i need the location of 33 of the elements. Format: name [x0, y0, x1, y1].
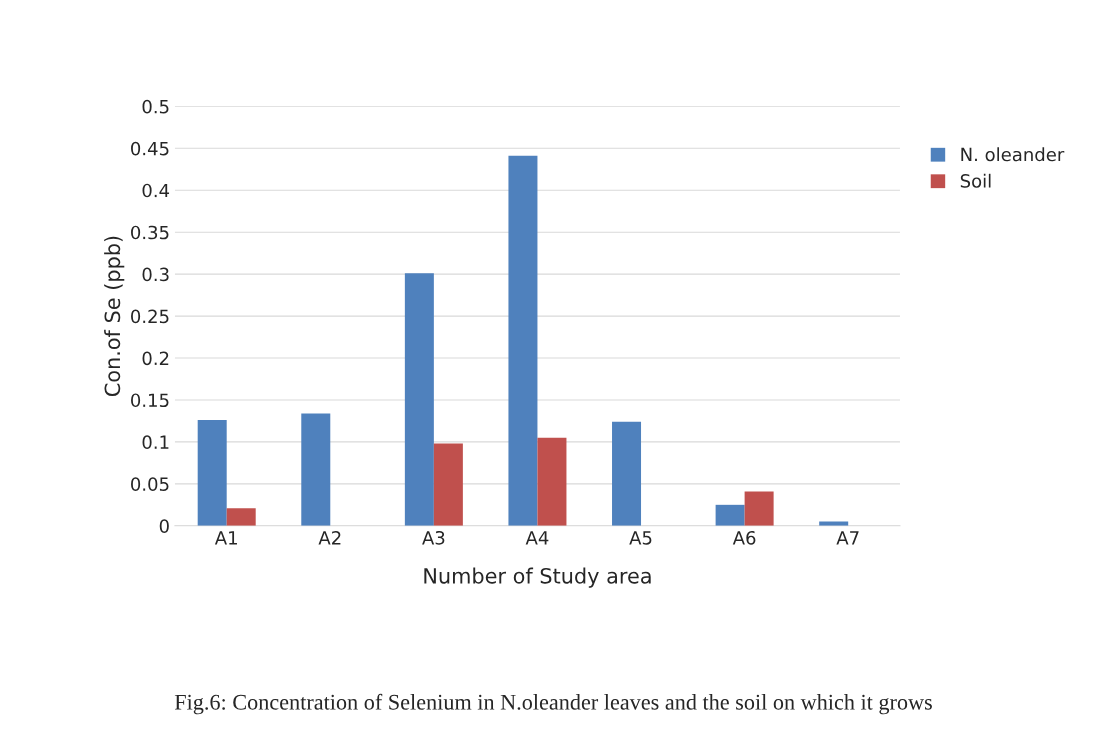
x-tick-label: A2: [318, 530, 341, 545]
y-tick-label: 0.5: [142, 99, 169, 114]
x-tick-label: A3: [422, 530, 445, 545]
caption: Fig.6: Concentration of Selenium in N.oleander leaves and the soil on which it grows: [174, 693, 932, 715]
y-tick-label: 0.15: [131, 393, 169, 408]
y-axis-title: Con.of Se (ppb): [104, 236, 125, 397]
bar: [715, 504, 745, 526]
y-tick-label: 0.45: [131, 141, 169, 156]
y-tick-label: 0: [159, 519, 169, 533]
x-tick-label: A7: [836, 531, 859, 545]
y-tick-label: 0.25: [131, 309, 169, 324]
bar: [226, 508, 256, 526]
x-axis-title: Number of Study area: [424, 567, 651, 588]
legend-label: N. oleander: [961, 147, 1065, 162]
bar: [508, 155, 538, 526]
bar: [537, 437, 567, 526]
bar: [612, 421, 642, 526]
x-tick-label: A5: [629, 531, 652, 545]
bar: [404, 273, 434, 526]
bar: [433, 443, 463, 526]
x-tick-label: A1: [214, 531, 237, 545]
y-tick-label: 0.35: [131, 225, 169, 240]
x-tick-label: A6: [732, 530, 756, 545]
y-tick-label: 0.2: [142, 351, 169, 366]
bar: [197, 420, 227, 526]
y-tick-label: 0.05: [131, 477, 169, 491]
legend-label: Soil: [960, 173, 991, 188]
bar: [301, 413, 331, 526]
y-tick-label: 0.3: [142, 267, 169, 282]
x-tick-label: A4: [525, 531, 549, 545]
y-tick-label: 0.1: [142, 435, 169, 450]
y-tick-label: 0.4: [142, 183, 170, 198]
bar: [744, 491, 774, 526]
